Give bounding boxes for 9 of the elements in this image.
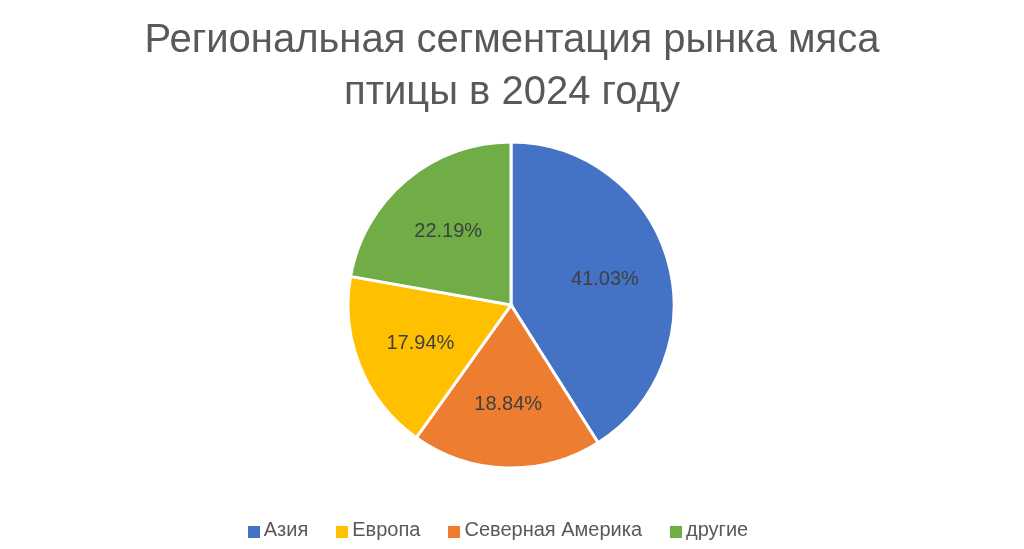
chart-title: Региональная сегментация рынка мяса птицы в 2024 году xyxy=(143,15,881,114)
legend-label: Северная Америка xyxy=(464,518,643,540)
data-label: 22.19% xyxy=(414,219,483,242)
legend-label: другие xyxy=(686,518,749,540)
data-label: 18.84% xyxy=(474,391,543,414)
legend-label: Азия xyxy=(263,518,309,540)
data-label: 41.03% xyxy=(571,266,640,289)
data-label: 17.94% xyxy=(386,330,455,353)
legend-label: Европа xyxy=(352,518,421,540)
